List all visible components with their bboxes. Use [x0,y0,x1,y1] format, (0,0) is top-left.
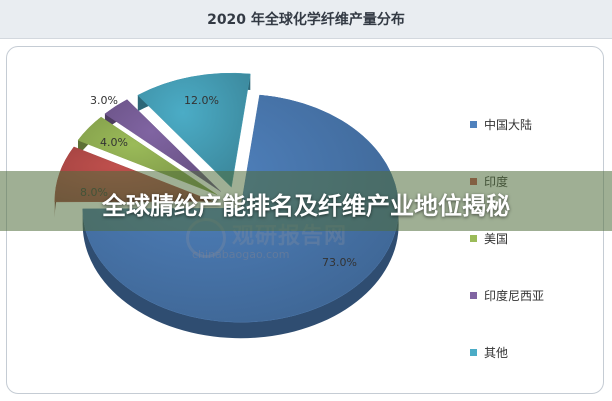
watermark-url: chinabaogao.com [192,248,290,261]
legend-swatch-0 [470,121,477,128]
legend-swatch-3 [470,292,477,299]
legend-label-3: 印度尼西亚 [484,289,545,303]
legend-item-3: 印度尼西亚 [470,287,600,303]
legend-label-0: 中国大陆 [484,118,533,132]
legend-label-4: 其他 [484,346,509,360]
pie-slice-3 [104,99,221,192]
data-label-2: 4.0% [100,136,128,149]
data-label-0: 73.0% [322,256,357,269]
legend: 中国大陆印度美国印度尼西亚其他 [470,116,600,401]
legend-label-2: 美国 [484,232,509,246]
banner-text: 全球腈纶产能排名及纤维产业地位揭秘 [102,192,510,220]
legend-swatch-2 [470,235,477,242]
legend-item-2: 美国 [470,230,600,246]
title-bar: 2020 年全球化学纤维产量分布 [0,0,612,39]
overlay-banner [0,171,612,231]
legend-item-4: 其他 [470,344,600,360]
legend-item-0: 中国大陆 [470,116,600,132]
data-label-4: 12.0% [184,94,219,107]
pie-slice-4 [137,72,251,188]
chart-title: 2020 年全球化学纤维产量分布 [207,12,405,28]
data-label-3: 3.0% [90,94,118,107]
legend-swatch-4 [470,349,477,356]
